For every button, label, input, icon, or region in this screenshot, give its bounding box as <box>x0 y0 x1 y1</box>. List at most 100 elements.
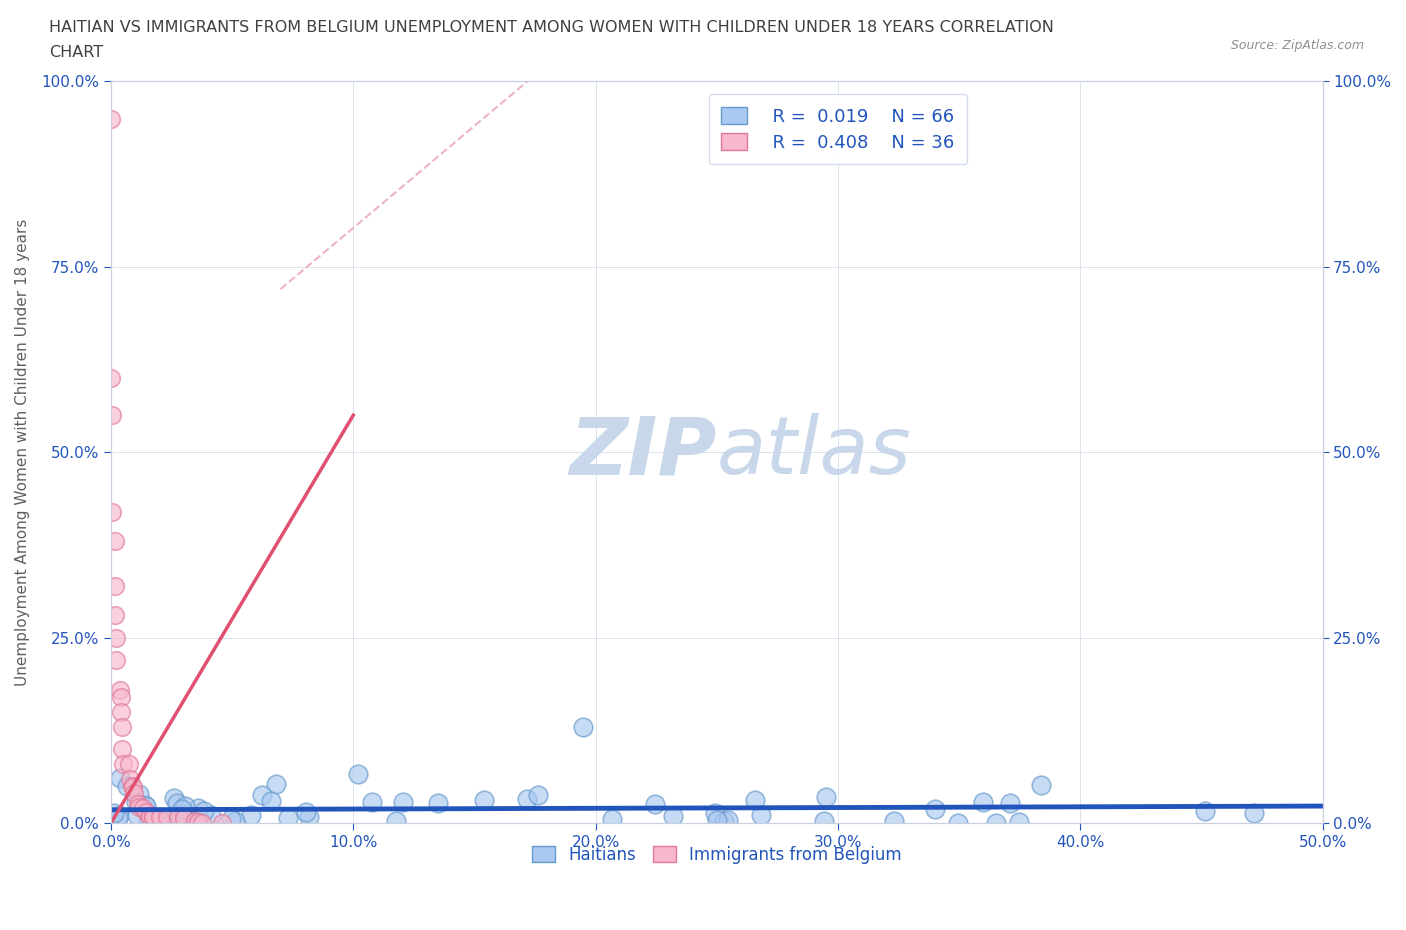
Point <box>704 805 727 820</box>
Point <box>135 798 157 813</box>
Point <box>972 794 994 809</box>
Point <box>110 690 132 705</box>
Point <box>221 811 243 826</box>
Point <box>125 794 148 809</box>
Point <box>814 790 837 804</box>
Point <box>105 653 128 668</box>
Point <box>426 795 449 810</box>
Point <box>104 578 127 593</box>
Point <box>111 741 134 756</box>
Point <box>103 805 125 820</box>
Point <box>259 793 281 808</box>
Point <box>184 814 207 829</box>
Point <box>100 371 122 386</box>
Point <box>187 801 209 816</box>
Point <box>118 756 141 771</box>
Point <box>142 809 165 824</box>
Point <box>142 809 165 824</box>
Legend: Haitians, Immigrants from Belgium: Haitians, Immigrants from Belgium <box>524 839 908 870</box>
Point <box>385 813 408 828</box>
Text: ZIP: ZIP <box>569 413 717 491</box>
Point <box>191 816 214 830</box>
Point <box>104 631 127 645</box>
Point <box>176 807 198 822</box>
Point <box>176 811 198 826</box>
Point <box>141 808 163 823</box>
Point <box>111 719 134 734</box>
Point <box>173 799 195 814</box>
Point <box>122 779 145 794</box>
Point <box>1029 777 1052 792</box>
Point <box>813 814 835 829</box>
Point <box>163 790 186 805</box>
Point <box>149 810 172 825</box>
Point <box>111 756 134 771</box>
Point <box>134 798 156 813</box>
Point <box>187 815 209 830</box>
Point <box>132 801 155 816</box>
Text: atlas: atlas <box>717 413 911 491</box>
Point <box>108 771 131 786</box>
Point <box>998 795 1021 810</box>
Point <box>156 810 179 825</box>
Point <box>127 796 149 811</box>
Point <box>1008 815 1031 830</box>
Point <box>516 791 538 806</box>
Point <box>644 797 666 812</box>
Point <box>128 800 150 815</box>
Point <box>749 807 772 822</box>
Point <box>706 812 728 827</box>
Y-axis label: Unemployment Among Women with Children Under 18 years: Unemployment Among Women with Children U… <box>15 219 30 686</box>
Point <box>600 811 623 826</box>
Point <box>661 808 683 823</box>
Point <box>169 807 191 822</box>
Point <box>924 802 946 817</box>
Point <box>572 719 595 734</box>
Point <box>1243 805 1265 820</box>
Point <box>744 792 766 807</box>
Point <box>110 704 132 719</box>
Point <box>252 788 274 803</box>
Point <box>946 816 969 830</box>
Point <box>107 811 129 826</box>
Point <box>295 804 318 819</box>
Point <box>298 810 321 825</box>
Point <box>136 813 159 828</box>
Point <box>138 809 160 824</box>
Point <box>1194 804 1216 818</box>
Point <box>108 683 131 698</box>
Point <box>224 814 246 829</box>
Point <box>120 771 142 786</box>
Point <box>115 778 138 793</box>
Point <box>527 788 550 803</box>
Point <box>103 534 125 549</box>
Point <box>713 814 735 829</box>
Point <box>193 804 215 818</box>
Text: CHART: CHART <box>49 45 103 60</box>
Point <box>717 812 740 827</box>
Point <box>264 777 287 791</box>
Point <box>139 809 162 824</box>
Point <box>184 814 207 829</box>
Point <box>346 766 368 781</box>
Text: Source: ZipAtlas.com: Source: ZipAtlas.com <box>1230 39 1364 52</box>
Point <box>170 802 193 817</box>
Point <box>150 814 173 829</box>
Point <box>391 794 413 809</box>
Point <box>108 807 131 822</box>
Point <box>100 407 122 422</box>
Point <box>211 816 233 830</box>
Point <box>883 813 905 828</box>
Point <box>180 815 202 830</box>
Point <box>986 816 1008 830</box>
Point <box>122 786 145 801</box>
Point <box>149 815 172 830</box>
Point <box>472 792 495 807</box>
Point <box>121 778 143 793</box>
Point <box>200 807 222 822</box>
Point <box>361 794 384 809</box>
Point <box>240 807 263 822</box>
Point <box>166 796 188 811</box>
Point <box>173 810 195 825</box>
Point <box>104 608 127 623</box>
